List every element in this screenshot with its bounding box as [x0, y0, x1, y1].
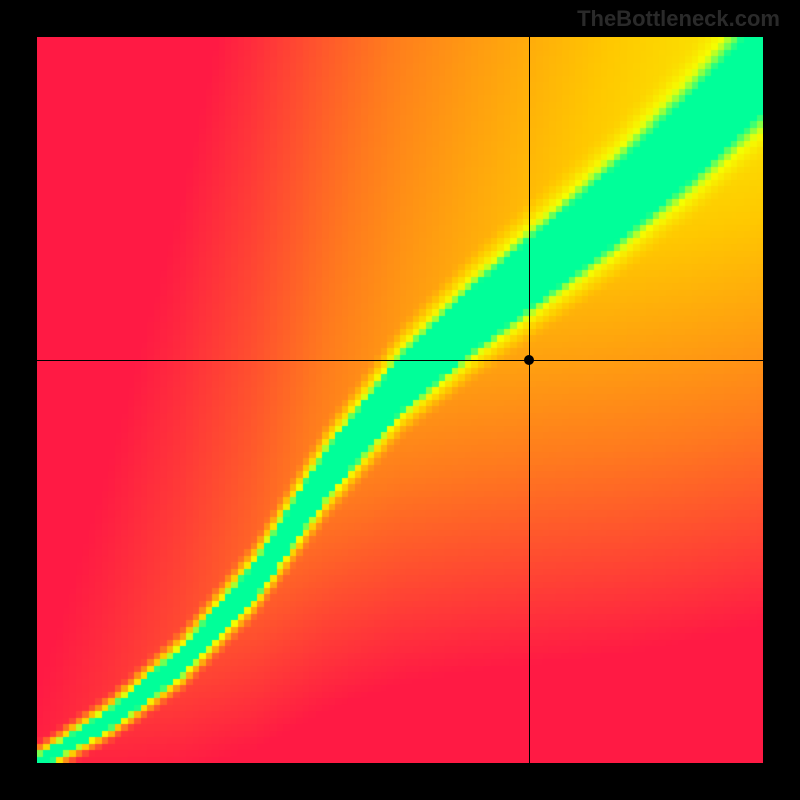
crosshair-vertical: [529, 37, 530, 763]
plot-area: [37, 37, 763, 763]
watermark-text: TheBottleneck.com: [577, 6, 780, 32]
heatmap-canvas: [37, 37, 763, 763]
crosshair-marker: [524, 355, 534, 365]
crosshair-horizontal: [37, 360, 763, 361]
chart-container: TheBottleneck.com: [0, 0, 800, 800]
